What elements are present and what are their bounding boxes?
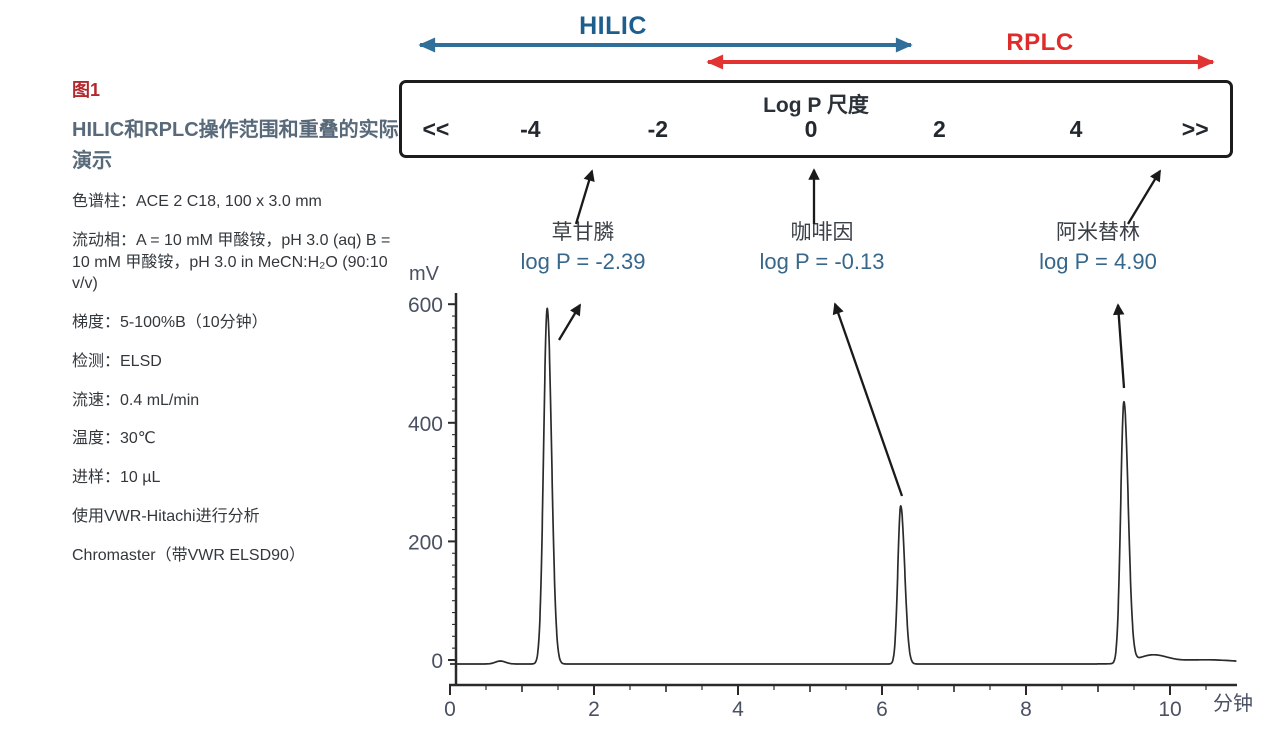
rplc-range-label: RPLC: [1006, 29, 1074, 56]
arrow-peak3-to-label: [1112, 303, 1126, 389]
condition-injection: 进样：10 µL: [72, 469, 161, 486]
logp-scale-tick: 4: [1069, 116, 1083, 142]
x-tick-label: 10: [1158, 698, 1181, 721]
compound-logp: log P = -2.39: [520, 249, 646, 274]
logp-scale-tick: 2: [932, 116, 946, 142]
y-tick-label: 0: [431, 650, 443, 673]
logp-scale-tick: -2: [647, 116, 669, 142]
compound-name: 阿米替林: [1056, 221, 1140, 244]
condition-temperature: 温度：30℃: [72, 430, 156, 448]
condition-mobile-phase: 流动相：A = 10 mM 甲酸铵，pH 3.0 (aq) B = 10 mM …: [72, 231, 391, 293]
arrow-amitriptyline-to-scale: [1127, 169, 1161, 225]
y-tick-label: 200: [408, 531, 443, 554]
x-tick-label: 8: [1020, 698, 1032, 721]
logp-scale-title: Log P 尺度: [763, 94, 869, 117]
x-tick-label: 0: [444, 698, 456, 721]
x-tick-label: 4: [732, 698, 744, 721]
axis-ticks: 0 200 400 600 0 2 4 6 8 10: [408, 294, 1207, 721]
condition-flow-rate: 流速：0.4 mL/min: [72, 391, 200, 409]
condition-instrument-1: 使用VWR-Hitachi进行分析: [72, 507, 260, 525]
compound-logp: log P = 4.90: [1039, 249, 1157, 274]
arrow-peak1-to-label: [558, 303, 581, 341]
arrow-glyphosate-to-scale: [574, 169, 595, 225]
compound-label-amitriptyline: 阿米替林 log P = 4.90: [978, 219, 1218, 277]
x-tick-label: 2: [588, 698, 600, 721]
compound-logp: log P = -0.13: [759, 249, 885, 274]
arrow-peak2-to-label: [832, 302, 904, 497]
condition-column: 色谱柱：ACE 2 C18, 100 x 3.0 mm: [72, 193, 322, 210]
x-axis-unit-label: 分钟: [1213, 692, 1253, 715]
condition-gradient: 梯度：5-100%B（10分钟）: [72, 314, 268, 331]
logp-scale-box: Log P 尺度 << -4 -2 0 2 4 >>: [399, 80, 1233, 158]
x-tick-label: 6: [876, 698, 888, 721]
hilic-range-label: HILIC: [579, 12, 647, 40]
figure-number: 图1: [72, 80, 101, 100]
compound-name: 草甘膦: [551, 221, 615, 244]
compound-label-caffeine: 咖啡因 log P = -0.13: [702, 219, 942, 277]
chromatogram-trace: [450, 307, 1237, 665]
logp-scale-tick: -4: [520, 116, 541, 142]
figure-title: HILIC和RPLC操作范围和重叠的实际演示: [72, 119, 399, 172]
logp-scale-tick: <<: [422, 116, 450, 142]
compound-label-glyphosate: 草甘膦 log P = -2.39: [463, 219, 703, 277]
condition-detection: 检测：ELSD: [72, 352, 162, 370]
y-axis-unit-label: mV: [409, 263, 440, 285]
logp-scale-tick: 0: [804, 116, 818, 142]
condition-instrument-2: Chromaster（带VWR ELSD90）: [72, 546, 305, 564]
figure-caption: 图1 HILIC和RPLC操作范围和重叠的实际演示 色谱柱：ACE 2 C18,…: [72, 76, 406, 583]
y-tick-label: 400: [408, 413, 443, 436]
logp-scale-tick: >>: [1181, 116, 1209, 142]
compound-name: 咖啡因: [790, 221, 854, 244]
y-tick-label: 600: [408, 294, 443, 317]
